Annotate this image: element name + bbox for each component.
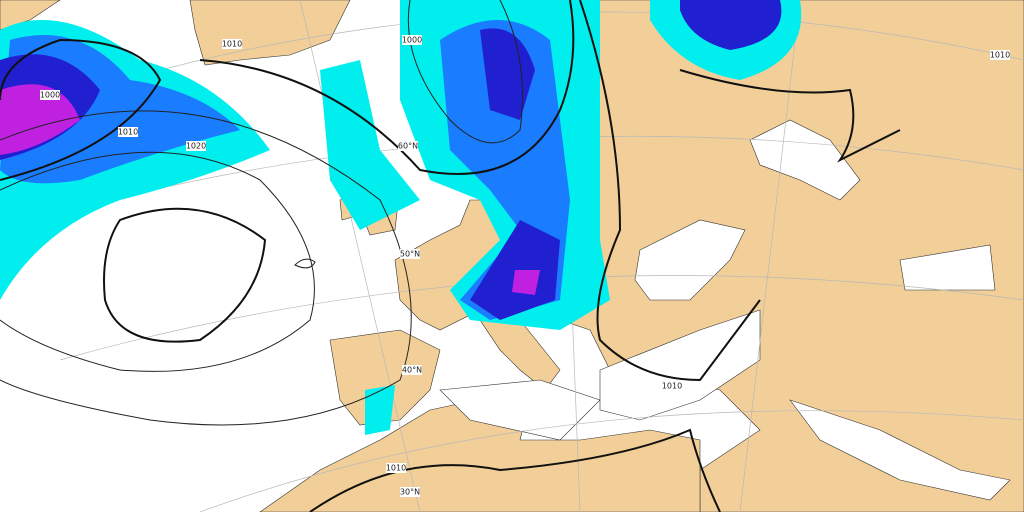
label-bg <box>386 463 406 473</box>
latitude-label: 40°N <box>402 366 422 375</box>
isobar-label: 1010 <box>990 51 1010 60</box>
latitude-label: 50°N <box>400 250 420 259</box>
label-bg <box>402 365 422 375</box>
isobar-label: 1010 <box>222 40 242 49</box>
label-bg <box>400 249 420 259</box>
label-bg <box>40 90 60 100</box>
label-bg <box>662 381 682 391</box>
isobar-label: 1000 <box>402 36 422 45</box>
label-bg <box>400 487 420 497</box>
label-bg <box>398 141 418 151</box>
isobar-label: 1020 <box>186 142 206 151</box>
latitude-label: 30°N <box>400 488 420 497</box>
label-bg <box>222 39 242 49</box>
isobar-label: 1000 <box>40 91 60 100</box>
latitude-label: 60°N <box>398 142 418 151</box>
label-bg <box>990 50 1010 60</box>
isobar-label: 1010 <box>386 464 406 473</box>
isobar-label: 1010 <box>662 382 682 391</box>
label-bg <box>402 35 422 45</box>
inland-seas <box>439 119 1011 501</box>
map-labels: 1010 1020 1000 1010 1010 1010 1000 1010 60°N 50°N… <box>40 35 1010 497</box>
label-bg <box>118 127 138 137</box>
isobar-label: 1010 <box>118 128 138 137</box>
isobars <box>0 0 901 512</box>
label-bg <box>186 141 206 151</box>
